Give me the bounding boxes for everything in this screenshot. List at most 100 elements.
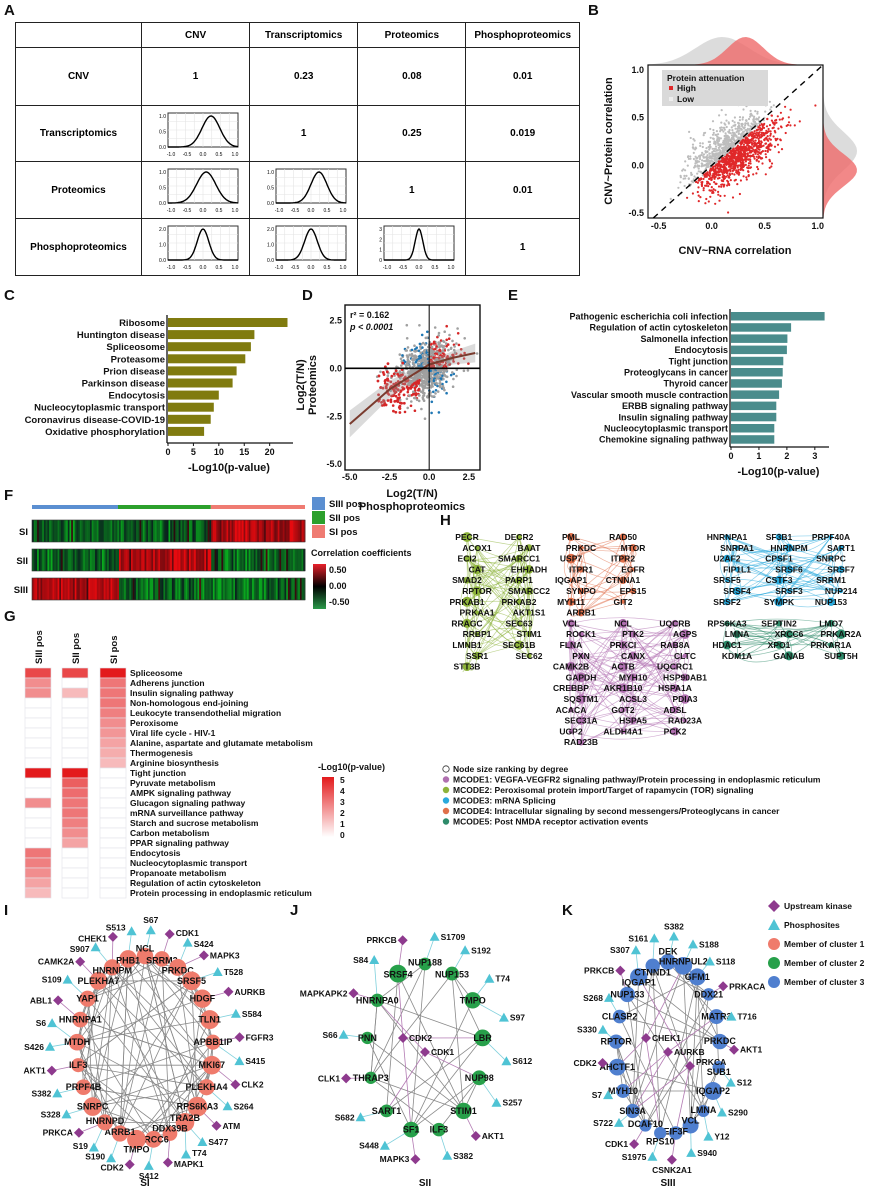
network-node[interactable]: AKT1S1 [513, 608, 546, 618]
network-node[interactable]: PARP1 [505, 575, 533, 585]
network-node[interactable]: CLK1 [318, 1073, 352, 1083]
network-node[interactable]: NUP133 [610, 986, 644, 1003]
network-node[interactable]: S382 [442, 1151, 473, 1161]
network-node[interactable]: SUPT5H [824, 651, 858, 661]
network-node[interactable]: PRKAA1 [460, 608, 495, 618]
network-node[interactable]: ECI2 [458, 554, 477, 564]
network-node[interactable]: ACSL3 [619, 694, 647, 704]
network-node[interactable]: PXN [572, 651, 589, 661]
network-node[interactable]: PRKCB [584, 965, 626, 976]
network-node[interactable]: ILF3 [69, 1058, 88, 1073]
network-node[interactable]: S109 [42, 974, 73, 985]
network-node[interactable]: MYH10 [619, 672, 648, 682]
network-node[interactable]: HNRNPA0 [356, 993, 399, 1007]
network-node[interactable]: RAD50 [609, 532, 637, 542]
network-node[interactable]: NUP98 [465, 1070, 494, 1086]
network-node[interactable]: DDX21 [694, 988, 723, 1001]
network-node[interactable]: ACACA [556, 705, 587, 715]
network-node[interactable]: S328 [41, 1109, 72, 1119]
network-node[interactable]: S477 [197, 1137, 229, 1147]
network-node[interactable]: SRRM1 [816, 575, 846, 585]
network-node[interactable]: GIT2 [614, 597, 633, 607]
network-node[interactable]: CAMK2B [553, 662, 589, 672]
network-node[interactable]: S307 [610, 945, 641, 955]
network-node[interactable]: RPTOR [462, 586, 492, 596]
network-node[interactable]: S84 [353, 955, 380, 965]
network-node[interactable]: RAD23A [668, 716, 702, 726]
network-node[interactable]: AKT1 [470, 1131, 504, 1141]
network-node[interactable]: PRKDC [566, 543, 596, 553]
network-node[interactable]: S1975 [622, 1151, 658, 1162]
network-node[interactable]: CANX [621, 651, 645, 661]
network-node[interactable]: S190 [85, 1152, 117, 1163]
network-node[interactable]: ABL1 [30, 995, 64, 1006]
network-node[interactable]: APBB1IP [193, 1034, 232, 1050]
network-node[interactable]: UQCRB [659, 618, 690, 628]
network-node[interactable]: CDK1 [605, 1139, 640, 1149]
network-node[interactable]: PRKDC [704, 1033, 737, 1050]
network-node[interactable]: CLASP2 [602, 1009, 638, 1024]
network-node[interactable]: SEC31A [564, 716, 597, 726]
network-node[interactable]: S382 [664, 921, 684, 941]
network-node[interactable]: ITPR1 [569, 564, 593, 574]
network-node[interactable]: NUP153 [815, 597, 847, 607]
network-node[interactable]: S382 [31, 1088, 63, 1098]
network-node[interactable]: MAPK3 [380, 1154, 421, 1164]
network-node[interactable]: STT3B [454, 662, 481, 672]
network-node[interactable]: MTDH [64, 1033, 90, 1051]
network-node[interactable]: LMNA [725, 629, 750, 639]
network-node[interactable]: SMARCC2 [508, 586, 550, 596]
network-node[interactable]: NCL [614, 618, 631, 628]
network-node[interactable]: CLTC [674, 651, 696, 661]
network-node[interactable]: RAB8A [660, 640, 689, 650]
network-node[interactable]: PTK2 [622, 629, 644, 639]
network-node[interactable]: CDK1 [164, 928, 199, 940]
network-node[interactable]: S1709 [429, 932, 466, 942]
network-node[interactable]: HSP90AB1 [663, 672, 707, 682]
network-node[interactable]: T74 [181, 1148, 207, 1159]
network-node[interactable]: ARRB1 [566, 608, 596, 618]
network-node[interactable]: HSPA5 [619, 716, 647, 726]
network-node[interactable]: XRCC6 [775, 629, 804, 639]
network-node[interactable]: ADSL [663, 705, 686, 715]
network-node[interactable]: S426 [24, 1041, 55, 1052]
network-node[interactable]: LBR [473, 1029, 492, 1047]
network-node[interactable]: T716 [726, 1012, 757, 1022]
network-node[interactable]: MTOR [621, 543, 646, 553]
network-node[interactable]: PECR [455, 532, 479, 542]
network-node[interactable]: PRKCI [610, 640, 636, 650]
network-node[interactable]: PRPF40A [812, 532, 850, 542]
network-node[interactable]: SSR1 [466, 651, 488, 661]
network-node[interactable]: STIM1 [516, 629, 541, 639]
network-node[interactable]: SRSF3 [775, 586, 803, 596]
network-node[interactable]: SEC63 [506, 618, 533, 628]
network-node[interactable]: SYNPO [566, 586, 596, 596]
network-node[interactable]: EHHADH [511, 564, 547, 574]
network-node[interactable]: SMARCC1 [498, 554, 540, 564]
network-node[interactable]: S940 [686, 1148, 717, 1158]
network-node[interactable]: UGP2 [559, 726, 582, 736]
network-node[interactable]: AGPS [673, 629, 697, 639]
network-node[interactable]: S415 [234, 1056, 266, 1066]
network-node[interactable]: S612 [501, 1056, 533, 1066]
network-node[interactable]: FLNA [560, 640, 583, 650]
network-node[interactable]: LMNB1 [452, 640, 482, 650]
network-node[interactable]: FGFR3 [234, 1032, 274, 1043]
network-node[interactable]: AURKB [223, 987, 266, 997]
network-node[interactable]: S192 [460, 945, 491, 955]
network-node[interactable]: U2AF2 [714, 554, 741, 564]
network-node[interactable]: BAAT [518, 543, 542, 553]
network-node[interactable]: S907 [70, 942, 101, 954]
network-node[interactable]: S513 [106, 923, 137, 936]
network-node[interactable]: CPSF1 [765, 554, 793, 564]
network-node[interactable]: SART1 [827, 543, 855, 553]
network-node[interactable]: AURKB [663, 1047, 705, 1057]
network-node[interactable]: CHEK1 [78, 931, 118, 944]
network-node[interactable]: SRSF2 [713, 597, 741, 607]
network-node[interactable]: CDK1 [420, 1047, 454, 1057]
network-node[interactable]: T74 [484, 974, 510, 984]
network-node[interactable]: PCK2 [664, 726, 687, 736]
network-node[interactable]: SRSF7 [827, 564, 855, 574]
network-node[interactable]: SYMPK [764, 597, 795, 607]
network-node[interactable]: DECR2 [505, 532, 534, 542]
